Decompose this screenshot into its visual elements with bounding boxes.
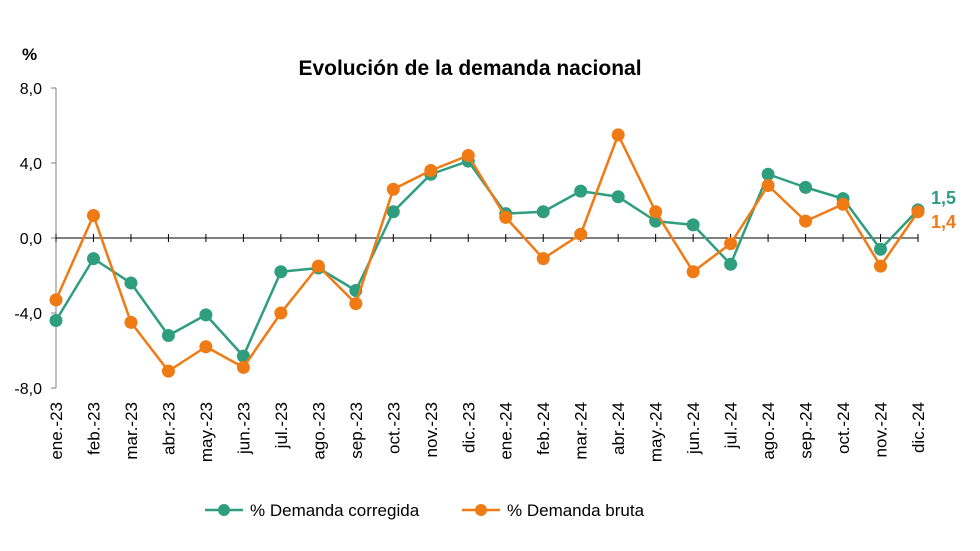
- axes: [51, 87, 919, 389]
- data-point: [311, 259, 325, 273]
- legend-label: % Demanda corregida: [250, 501, 420, 520]
- end-value-label: 1,4: [931, 212, 956, 232]
- end-value-label: 1,5: [931, 188, 956, 208]
- x-tick-label: mar.-23: [122, 402, 141, 460]
- x-tick-label: abr.-23: [159, 402, 178, 455]
- series-line: [54, 133, 920, 373]
- data-point: [686, 265, 700, 279]
- x-tick-label: mar.-24: [572, 402, 591, 460]
- data-point: [386, 182, 400, 196]
- data-point: [86, 209, 100, 222]
- x-tick-label: may.-23: [197, 402, 216, 462]
- x-tick-label: oct.-24: [834, 402, 853, 454]
- data-point: [611, 128, 625, 142]
- x-tick-label: abr.-24: [609, 402, 628, 455]
- data-point: [724, 237, 738, 251]
- data-point: [49, 314, 63, 327]
- x-tick-label: sep.-23: [347, 402, 366, 459]
- y-unit-label: %: [22, 45, 37, 64]
- legend-item: % Demanda bruta: [462, 501, 645, 520]
- legend-item: % Demanda corregida: [205, 501, 420, 520]
- end-labels: 1,51,4: [931, 188, 956, 232]
- x-tick-label: nov.-24: [872, 402, 891, 457]
- x-tick-label: feb.-24: [534, 402, 553, 455]
- data-point: [761, 167, 775, 181]
- data-point: [49, 293, 63, 307]
- data-point: [349, 297, 363, 311]
- x-tick-labels: ene.-23 feb.-23 mar.-23 abr.-23 may.-23 jun.-…: [47, 402, 928, 462]
- x-tick-label: dic.-24: [909, 402, 928, 453]
- x-tick-label: dic.-23: [459, 402, 478, 453]
- y-tick-label: 4,0: [20, 156, 42, 173]
- x-tick-label: jun.-24: [684, 402, 703, 455]
- chart-title: Evolución de la demanda nacional: [298, 57, 641, 80]
- x-tick-label: jul.-24: [722, 402, 741, 449]
- data-point: [199, 340, 213, 354]
- x-tick-label: ago.-24: [759, 402, 778, 460]
- legend-marker: [475, 504, 487, 516]
- data-point: [274, 265, 288, 279]
- data-point: [574, 227, 588, 241]
- data-point: [536, 205, 550, 219]
- data-point: [161, 364, 175, 378]
- data-point: [124, 276, 138, 290]
- data-point: [761, 179, 775, 192]
- data-point: [424, 164, 438, 177]
- y-tick-label: -8,0: [14, 381, 42, 398]
- y-tick-label: 0,0: [20, 231, 42, 248]
- x-tick-label: nov.-23: [422, 402, 441, 457]
- x-tick-label: jul.-23: [272, 402, 291, 449]
- data-point: [124, 315, 138, 329]
- y-tick-label: 8,0: [20, 81, 42, 98]
- series-2: [49, 128, 925, 378]
- data-point: [611, 190, 625, 204]
- legend-marker: [218, 504, 230, 516]
- data-point: [874, 259, 888, 273]
- data-point: [461, 149, 475, 162]
- data-point: [574, 184, 588, 198]
- x-tick-label: ene.-24: [497, 402, 516, 460]
- data-point: [874, 242, 888, 256]
- data-point: [799, 214, 813, 228]
- x-tick-label: may.-24: [647, 402, 666, 462]
- y-tick-label: -4,0: [14, 306, 42, 323]
- data-point: [649, 205, 663, 219]
- data-point: [911, 205, 925, 219]
- x-tick-label: oct.-23: [384, 402, 403, 454]
- y-tick-labels: -8,0 -4,0 0,0 4,0 8,0: [14, 81, 42, 398]
- data-point: [236, 360, 250, 374]
- x-tick-label: ago.-23: [309, 402, 328, 460]
- data-point: [274, 306, 288, 320]
- x-tick-label: sep.-24: [797, 402, 816, 459]
- data-point: [499, 210, 513, 224]
- data-point: [86, 252, 100, 266]
- series-line: [54, 159, 919, 358]
- x-tick-label: feb.-23: [84, 402, 103, 455]
- data-point: [161, 329, 175, 342]
- data-point: [836, 197, 850, 211]
- x-tick-label: jun.-23: [234, 402, 253, 455]
- legend: % Demanda corregida % Demanda bruta: [205, 501, 645, 520]
- data-point: [386, 205, 400, 219]
- data-point: [724, 257, 738, 271]
- data-point: [199, 308, 213, 322]
- legend-label: % Demanda bruta: [507, 501, 645, 520]
- data-point: [686, 218, 700, 232]
- data-point: [536, 252, 550, 266]
- x-tick-label: ene.-23: [47, 402, 66, 460]
- data-point: [799, 180, 813, 194]
- series-group: [49, 128, 925, 378]
